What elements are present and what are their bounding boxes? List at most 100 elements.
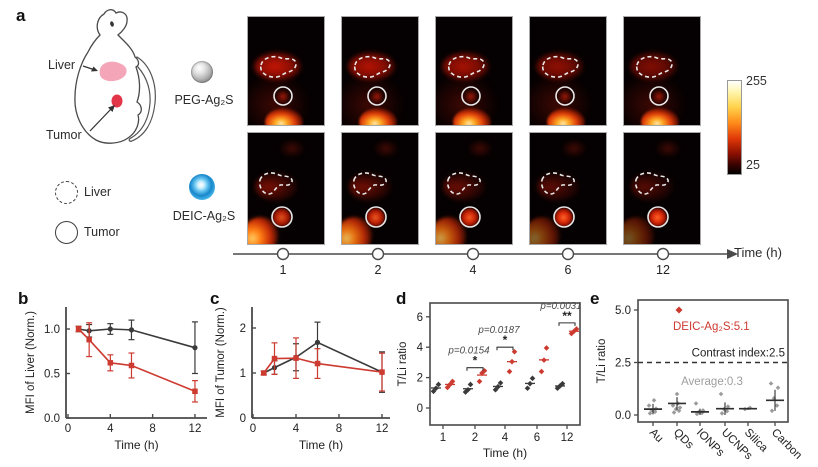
panel-e-letter: e: [590, 289, 600, 308]
tumor-roi-circle: [271, 206, 293, 228]
haze-glow: [655, 139, 681, 158]
timepoint-label: 2: [375, 263, 382, 277]
mouse-illustration: [74, 9, 156, 144]
x-axis-label: Time (h): [483, 446, 527, 460]
significance-bracket: [466, 367, 484, 371]
timepoint-marker: [466, 247, 480, 261]
fluorescence-image-deic-4h: [435, 132, 513, 245]
liver-roi-outline: [258, 172, 293, 195]
timepoint-label: 1: [280, 263, 287, 277]
tgl-glow: [464, 90, 478, 104]
peg-ag2s-sphere-icon: [191, 61, 213, 83]
x-tick-label: 12: [561, 432, 574, 444]
y-tick-label: 4: [417, 342, 424, 354]
liver-glow: [630, 51, 678, 81]
roi-overlay: [635, 55, 673, 106]
tumor-roi-circle: [649, 86, 669, 106]
y-tick-label: 0.0: [615, 410, 631, 422]
fluorescence-image-deic-1h: [247, 132, 325, 245]
deic-highlight-label: DEIC-Ag₂S:5.1: [673, 321, 750, 333]
tgl-glow: [460, 208, 479, 228]
tumor-roi-circle: [553, 206, 575, 228]
tgl-glow: [370, 90, 384, 104]
timepoint-marker: [561, 247, 575, 261]
panel-b-letter: b: [18, 289, 29, 308]
significance-stars: *: [473, 354, 478, 368]
y-tick-label: 1.0: [44, 324, 60, 336]
tgl-glow: [366, 208, 385, 228]
tumor-arrow: [89, 105, 115, 132]
y-tick-label: 2: [417, 373, 423, 385]
y-tick-label: 0.5: [44, 369, 60, 381]
liver-roi-outline: [446, 172, 481, 195]
spot-glow: [358, 107, 397, 125]
spot-glow: [546, 107, 585, 125]
tumor-roi-circle: [367, 86, 387, 106]
roi-overlay: [353, 55, 391, 106]
average-label: Average:0.3: [681, 376, 743, 388]
y-axis-label: MFI of Liver (Norm.): [25, 311, 37, 414]
x-tick-label: 2: [472, 432, 478, 444]
fluorescence-image-deic-12h: [623, 132, 701, 245]
x-tick-label: Carbon: [769, 427, 804, 462]
liver-roi-outline: [259, 55, 297, 78]
fluorescence-image-deic-6h: [529, 132, 607, 245]
tumor-label: Tumor: [46, 128, 82, 142]
x-tick-label: 0: [250, 423, 256, 435]
liver-shape: [99, 61, 127, 82]
mouse-eye: [110, 21, 114, 27]
tumor-roi-circle: [555, 86, 575, 106]
fluorescence-image-peg-2h: [341, 16, 419, 126]
roi-overlay: [634, 172, 669, 228]
tumor-roi-circle: [461, 86, 481, 106]
x-axis-label: Time (h): [299, 438, 343, 452]
significance-stars: *: [503, 333, 508, 347]
tumor-roi-circle: [273, 86, 293, 106]
x-tick-label: 1: [440, 432, 446, 444]
liver-glow: [348, 51, 396, 81]
roi-overlay: [352, 172, 387, 228]
x-tick-label: 4: [502, 432, 509, 444]
liver-glow: [442, 51, 490, 81]
roi-overlay: [259, 55, 297, 106]
tgl-glow: [554, 208, 573, 228]
fluorescence-image-peg-12h: [623, 16, 701, 126]
x-tick-label: 12: [376, 423, 389, 435]
liver-roi-outline: [635, 55, 673, 78]
legend-liver-label: Liver: [84, 185, 112, 199]
spot-glow: [264, 107, 303, 125]
panel-a-letter: a: [16, 6, 26, 25]
roi-overlay: [541, 55, 579, 106]
liver-glow: [254, 51, 302, 81]
liver-roi-outline: [353, 55, 391, 78]
spot-glow: [452, 107, 491, 125]
chart-liver-mfi: 0 4 8 12 0.0 0.5 1.0 Time (h) MFI of Liver (Norm…: [25, 307, 207, 452]
roi-overlay: [447, 55, 485, 106]
legend-tumor-label: Tumor: [84, 225, 120, 239]
p-value-label: p=0.0187: [477, 325, 520, 336]
spot-glow: [640, 107, 679, 125]
fluorescence-image-deic-2h: [341, 132, 419, 245]
liver-glow: [536, 51, 584, 81]
time-axis-label: Time (h): [734, 245, 782, 260]
tgl-glow: [652, 90, 666, 104]
y-tick-label: 0.0: [44, 413, 60, 425]
roi-overlay: [258, 172, 293, 228]
y-tick-label: 2.5: [615, 358, 631, 370]
y-axis-label: T/Li ratio: [397, 342, 409, 387]
fluorescence-image-peg-4h: [435, 16, 513, 126]
contrast-index-label: Contrast index:2.5: [692, 348, 785, 360]
x-tick-label: 4: [293, 423, 300, 435]
tgl-glow: [276, 90, 290, 104]
y-tick-label: 6: [417, 312, 423, 324]
p-value-label: p=0.0154: [447, 346, 490, 357]
timepoint-label: 4: [470, 263, 477, 277]
x-tick-label: Au: [647, 427, 665, 445]
haze-glow: [561, 139, 587, 158]
liver-arrow: [82, 65, 98, 72]
series-line: [78, 328, 196, 393]
x-tick-label: 8: [149, 423, 155, 435]
